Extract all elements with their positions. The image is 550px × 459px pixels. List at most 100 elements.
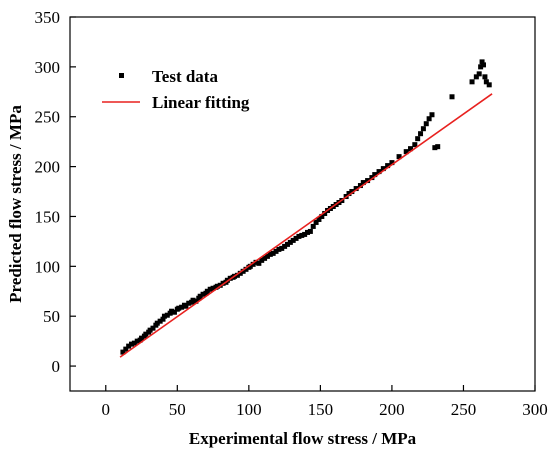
data-point: [247, 263, 253, 269]
data-point: [237, 270, 243, 276]
data-point: [420, 126, 426, 132]
x-tick-label-250: 250: [451, 400, 477, 419]
data-point: [365, 178, 371, 184]
data-point: [476, 71, 482, 77]
axis-ticks: [70, 16, 536, 391]
data-point: [129, 341, 135, 347]
data-point: [179, 304, 185, 310]
data-point: [480, 62, 486, 68]
data-point: [290, 237, 296, 243]
data-point: [432, 145, 438, 151]
data-point: [372, 172, 378, 178]
data-point: [479, 59, 485, 65]
data-point: [123, 346, 129, 352]
data-point: [279, 245, 285, 251]
data-point: [389, 160, 395, 166]
data-point: [302, 231, 308, 237]
legend: Test data Linear fitting: [102, 67, 250, 112]
data-point: [126, 343, 132, 349]
data-point: [259, 257, 265, 263]
data-point: [478, 64, 484, 70]
data-point: [154, 320, 160, 326]
data-point: [316, 216, 322, 222]
data-point: [270, 250, 276, 256]
data-point: [262, 255, 268, 261]
data-point: [284, 241, 290, 247]
data-point: [120, 349, 126, 355]
data-point: [157, 318, 163, 324]
y-axis-label: Predicted flow stress / MPa: [6, 105, 25, 303]
y-tick-label-0: 0: [52, 357, 61, 376]
data-point: [296, 233, 302, 239]
data-point: [310, 223, 316, 229]
data-point: [161, 313, 167, 319]
data-point: [412, 142, 418, 148]
data-point: [214, 283, 220, 289]
data-point: [164, 312, 170, 318]
data-point: [353, 186, 359, 192]
data-point: [415, 136, 421, 142]
y-tick-label-50: 50: [43, 307, 60, 326]
data-point: [473, 74, 479, 80]
y-tick-label-150: 150: [35, 207, 61, 226]
data-point: [287, 239, 293, 245]
y-tick-label-100: 100: [35, 257, 61, 276]
data-point: [240, 268, 246, 274]
data-point: [349, 189, 355, 195]
data-point: [376, 169, 382, 175]
data-point: [408, 146, 414, 152]
data-point: [483, 79, 489, 85]
x-axis-label: Experimental flow stress / MPa: [189, 429, 417, 448]
data-point: [169, 308, 175, 314]
y-tick-label-250: 250: [35, 108, 61, 127]
legend-label-test-data: Test data: [152, 67, 218, 86]
data-point: [253, 259, 259, 265]
data-point: [190, 297, 196, 303]
data-point: [143, 331, 149, 337]
plot-frame: [69, 16, 536, 392]
data-point: [360, 180, 366, 186]
data-point: [282, 243, 288, 249]
data-point: [313, 219, 319, 225]
legend-label-linear-fitting: Linear fitting: [152, 93, 250, 112]
data-point: [380, 166, 386, 172]
data-point: [307, 228, 313, 234]
data-point: [264, 253, 270, 259]
data-point: [139, 335, 145, 341]
y-tick-label-350: 350: [35, 8, 61, 27]
x-tick-label-300: 300: [522, 400, 548, 419]
data-point: [469, 79, 475, 85]
data-point: [385, 163, 391, 169]
data-point: [299, 232, 305, 238]
data-point: [250, 261, 256, 267]
x-tick-label-200: 200: [379, 400, 405, 419]
linear-fitting-line: [119, 93, 493, 358]
data-point: [210, 285, 216, 291]
data-point: [396, 154, 402, 160]
data-point: [418, 131, 424, 137]
data-point: [449, 94, 455, 100]
data-point: [193, 298, 199, 304]
data-point: [357, 183, 363, 189]
plot-marks: [119, 59, 493, 358]
data-point: [131, 340, 137, 346]
data-point: [429, 112, 435, 118]
data-point: [150, 325, 156, 331]
data-point: [403, 149, 409, 155]
data-point: [435, 144, 441, 150]
data-point: [176, 305, 182, 311]
data-point: [486, 82, 492, 88]
data-point: [204, 288, 210, 294]
data-point: [273, 248, 279, 254]
data-point: [267, 251, 273, 257]
data-point: [160, 316, 166, 322]
data-point: [200, 291, 206, 297]
data-point: [207, 286, 213, 292]
data-point: [293, 235, 299, 241]
x-tick-label-0: 0: [102, 400, 111, 419]
data-point: [183, 303, 189, 309]
x-tick-label-50: 50: [169, 400, 186, 419]
axis-tick-labels: 0 50 100 150 200 250 300 0 50 100 150 200 250 300 350: [35, 8, 548, 419]
data-point: [482, 74, 488, 80]
